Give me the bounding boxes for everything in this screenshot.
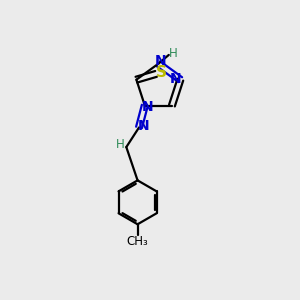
Text: H: H: [169, 46, 177, 60]
Text: CH₃: CH₃: [127, 235, 148, 248]
Text: H: H: [116, 138, 124, 151]
Text: N: N: [137, 119, 149, 133]
Text: S: S: [156, 65, 167, 80]
Text: N: N: [155, 54, 167, 68]
Text: N: N: [141, 100, 153, 114]
Text: N: N: [169, 72, 181, 86]
